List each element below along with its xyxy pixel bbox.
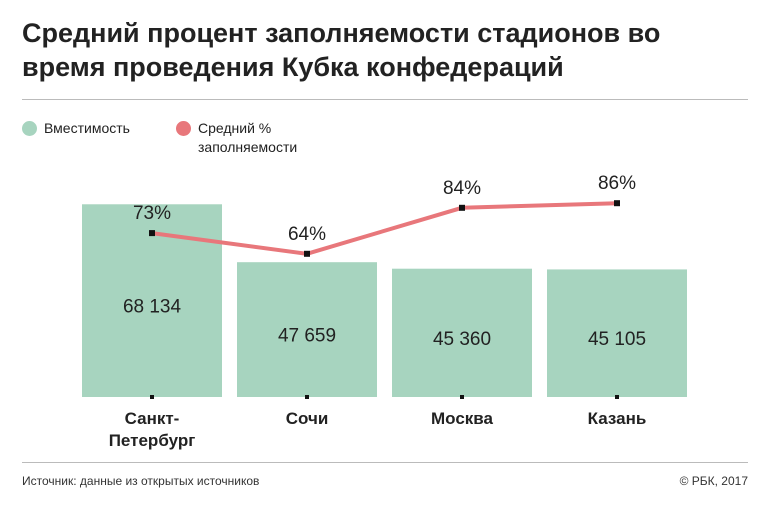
legend-swatch [176,121,191,136]
legend-swatch [22,121,37,136]
bar [82,204,222,397]
bar [237,262,377,397]
x-tick-label: Сочи [285,409,329,428]
x-tick-label: Москва [431,409,493,428]
line-value-label: 86% [598,173,636,194]
x-tick-label: Казань [587,409,647,428]
bar-value-label: 45 105 [588,329,646,350]
tick-mark [150,395,154,399]
line-point [459,204,465,211]
legend-label: Вместимость [44,120,130,136]
legend-label: Средний % заполняемости [198,120,298,155]
bar [547,269,687,397]
bar [392,268,532,397]
x-tick-label: Санкт-Петербург [108,409,196,450]
divider [22,462,748,463]
source: Источник: данные из открытых источников [22,474,260,488]
line-value-label: 84% [443,178,481,199]
line [151,201,618,256]
bar-value-label: 68 134 [123,297,182,318]
line-value-label: 64% [288,224,326,245]
line-value-label: 73% [133,203,171,224]
line-point [149,230,155,237]
divider [22,99,748,100]
tick-mark [460,395,464,399]
line-point [614,200,620,207]
chart-title: Средний процент заполняемости стадионов … [22,18,661,82]
line-point [304,250,310,257]
credit: © РБК, 2017 [679,474,748,488]
bar-value-label: 45 360 [433,329,491,350]
tick-mark [615,395,619,399]
bar-value-label: 47 659 [278,326,336,347]
tick-mark [305,395,309,399]
